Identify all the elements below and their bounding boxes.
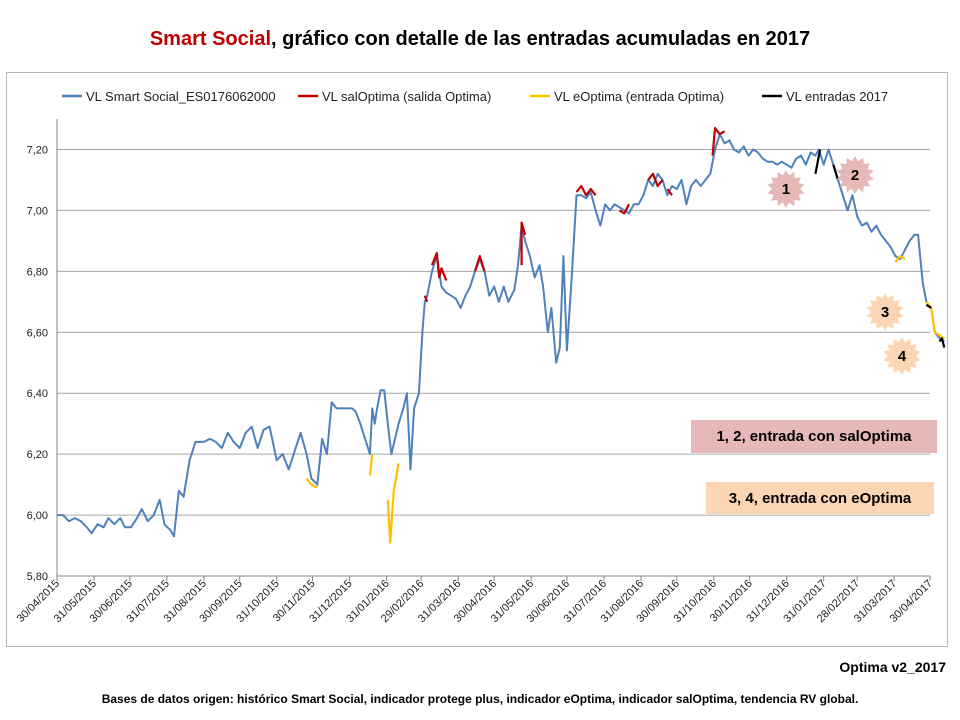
series-1-line — [520, 221, 527, 266]
marker-label: 4 — [898, 348, 907, 365]
series-1-line — [473, 255, 486, 272]
series-2-line — [386, 463, 400, 544]
series-2-line — [368, 453, 374, 476]
marker-label: 3 — [881, 304, 889, 321]
note-eOptima: 3, 4, entrada con eOptima — [706, 482, 934, 514]
series-0-line — [57, 133, 945, 538]
y-tick-label: 6,80 — [27, 266, 48, 278]
y-tick-label: 7,20 — [27, 144, 48, 156]
marker-label: 1 — [782, 181, 790, 198]
series-2-line — [894, 255, 906, 263]
starburst-marker — [836, 156, 874, 194]
series-1-line — [666, 188, 673, 196]
series-3-line — [832, 164, 840, 181]
y-tick-label: 6,00 — [27, 510, 48, 522]
starburst-marker — [866, 293, 904, 331]
y-tick-label: 7,00 — [27, 205, 48, 217]
marker-label: 2 — [851, 167, 859, 184]
series-1-line — [423, 295, 429, 303]
series-1-line — [575, 184, 597, 197]
starburst-marker — [767, 170, 805, 208]
note-salOptima: 1, 2, entrada con salOptima — [691, 420, 937, 453]
chart-title: Smart Social, gráfico con detalle de las… — [0, 28, 960, 51]
y-tick-label: 5,80 — [27, 571, 48, 583]
y-tick-label: 6,40 — [27, 388, 48, 400]
chart-title-brand: Smart Social — [149, 28, 272, 50]
y-tick-label: 6,60 — [27, 327, 48, 339]
y-tick-label: 6,20 — [27, 449, 48, 461]
legend-label: VL eOptima (entrada Optima) — [554, 89, 724, 104]
series-1-line — [711, 127, 726, 156]
chart-title-rest: , gráfico con detalle de las entradas ac… — [271, 28, 811, 50]
series-3-line — [814, 149, 822, 175]
series-1-line — [647, 172, 664, 188]
legend-label: VL entradas 2017 — [786, 89, 888, 104]
series-3-line — [938, 337, 946, 348]
legend-label: VL Smart Social_ES0176062000 — [86, 89, 276, 104]
legend-label: VL salOptima (salida Optima) — [322, 89, 491, 104]
series-1-line — [618, 203, 630, 215]
starburst-marker — [883, 337, 921, 375]
series-3-line — [925, 303, 932, 309]
series-2-line — [305, 477, 318, 489]
chart-frame — [6, 72, 948, 647]
version-label: Optima v2_2017 — [839, 659, 946, 675]
series-1-line — [430, 252, 448, 281]
sources-text: Bases de datos origen: histórico Smart S… — [101, 692, 859, 706]
